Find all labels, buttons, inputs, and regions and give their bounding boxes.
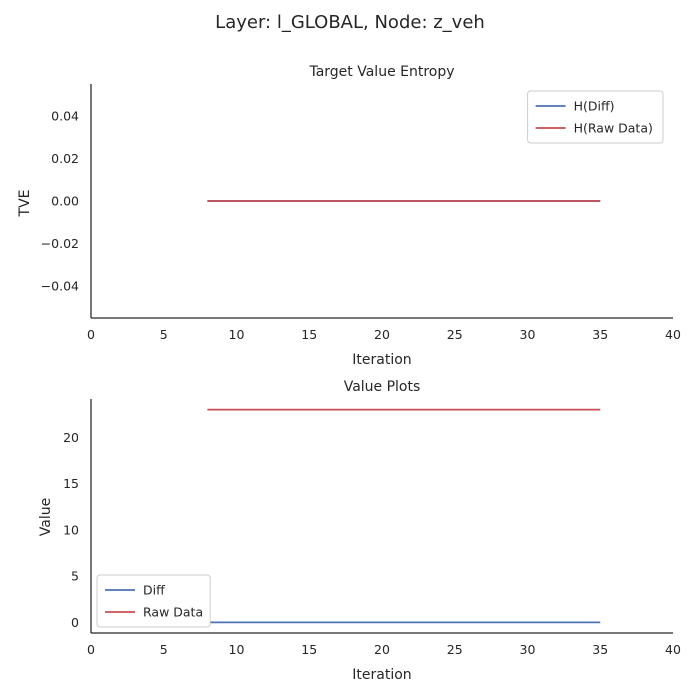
- legend-label: H(Raw Data): [574, 121, 653, 136]
- y-axis-label: TVE: [17, 190, 33, 218]
- x-tick-label: 30: [520, 642, 536, 657]
- y-tick-label: −0.04: [41, 279, 79, 294]
- x-tick-label: 20: [374, 327, 390, 342]
- x-tick-label: 5: [160, 327, 168, 342]
- legend: H(Diff) H(Raw Data): [527, 90, 664, 144]
- figure-title: Layer: l_GLOBAL, Node: z_veh: [215, 12, 485, 33]
- x-tick-label: 35: [592, 327, 608, 342]
- y-tick-label: 0: [71, 615, 79, 630]
- axes-title: Value Plots: [344, 379, 421, 395]
- x-tick-label: 10: [229, 327, 245, 342]
- y-tick-label: 0.00: [51, 194, 79, 209]
- legend: Diff Raw Data: [96, 574, 211, 628]
- axes-target-value-entropy: Target Value Entropy Iteration TVE 0 5 10 1…: [17, 64, 681, 368]
- y-tick-label: 10: [63, 522, 79, 537]
- y-tick-label: 15: [63, 476, 79, 491]
- x-tick-label: 15: [301, 642, 317, 657]
- y-tick-label: 0.04: [51, 108, 79, 123]
- x-tick-label: 40: [665, 327, 681, 342]
- y-tick-label: 20: [63, 430, 79, 445]
- legend-label: Diff: [143, 583, 165, 598]
- legend-frame: [527, 90, 664, 144]
- x-tick-label: 35: [592, 642, 608, 657]
- y-axis-label: Value: [38, 498, 54, 536]
- x-tick-label: 0: [87, 642, 95, 657]
- legend-frame: [96, 574, 211, 628]
- x-tick-label: 40: [665, 642, 681, 657]
- legend-label: Raw Data: [143, 605, 203, 620]
- y-tick-label: 5: [71, 569, 79, 584]
- x-tick-label: 20: [374, 642, 390, 657]
- x-tick-label: 25: [447, 327, 463, 342]
- x-tick-label: 25: [447, 642, 463, 657]
- x-tick-label: 5: [160, 642, 168, 657]
- x-axis-label: Iteration: [352, 352, 411, 368]
- x-tick-label: 10: [229, 642, 245, 657]
- legend-label: H(Diff): [574, 99, 615, 114]
- x-tick-label: 0: [87, 327, 95, 342]
- x-tick-label: 15: [301, 327, 317, 342]
- x-tick-label: 30: [520, 327, 536, 342]
- axes-title: Target Value Entropy: [308, 64, 454, 80]
- y-tick-label: 0.02: [51, 151, 79, 166]
- y-tick-label: −0.02: [41, 236, 79, 251]
- axes-value-plots: Value Plots Iteration Value 0 5 10 15 20 25 30…: [38, 379, 681, 683]
- x-axis-label: Iteration: [352, 667, 411, 683]
